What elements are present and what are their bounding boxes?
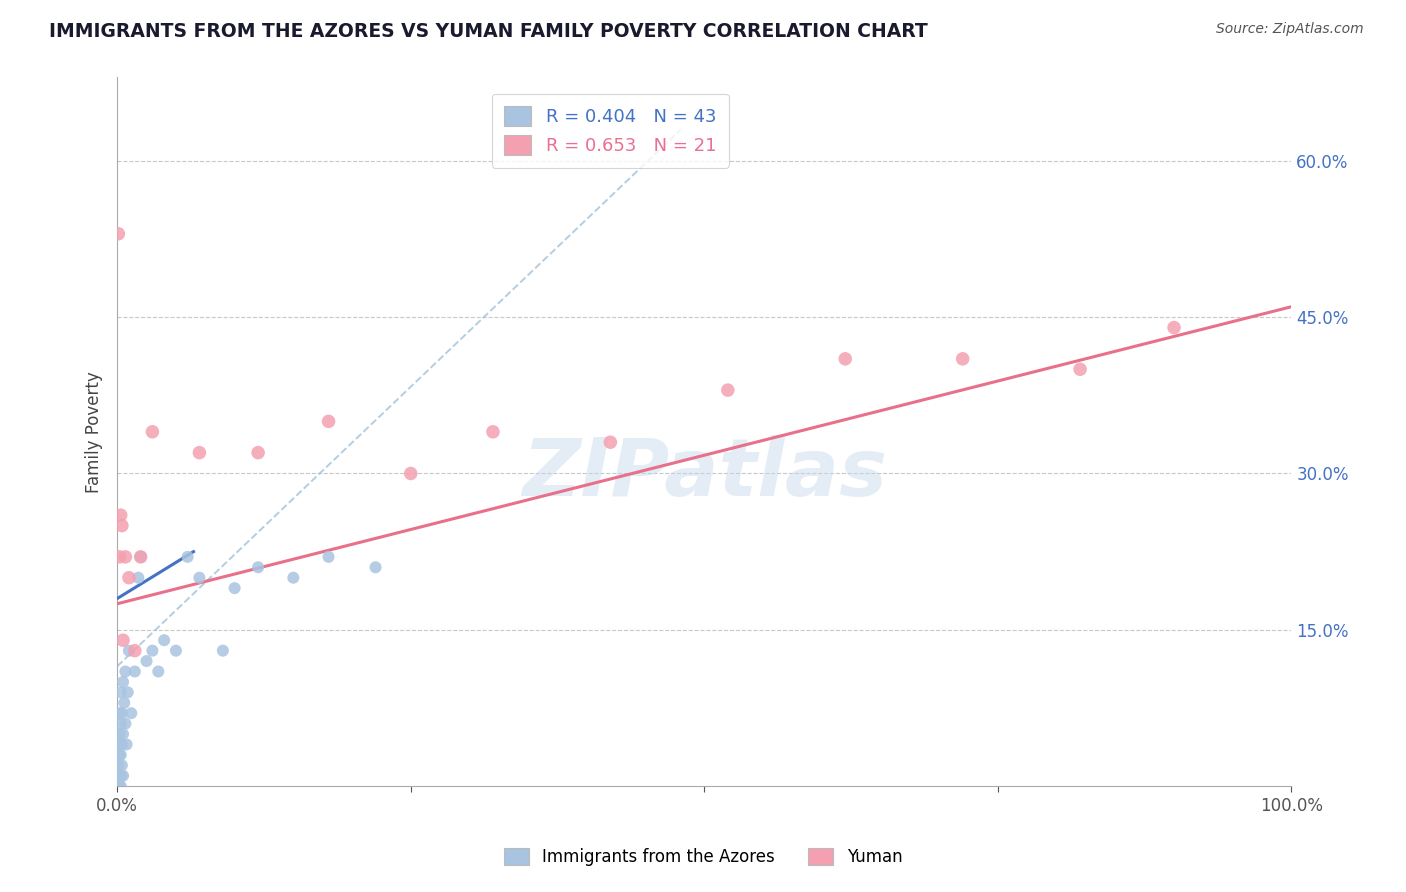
Point bbox=[318, 549, 340, 564]
Point bbox=[129, 549, 152, 564]
Legend: Immigrants from the Azores, Yuman: Immigrants from the Azores, Yuman bbox=[498, 841, 908, 873]
Point bbox=[127, 571, 149, 585]
Point bbox=[112, 727, 135, 741]
Point bbox=[108, 779, 131, 793]
Point bbox=[110, 716, 132, 731]
Legend: R = 0.404   N = 43, R = 0.653   N = 21: R = 0.404 N = 43, R = 0.653 N = 21 bbox=[492, 94, 730, 168]
Point bbox=[107, 769, 129, 783]
Point bbox=[114, 716, 136, 731]
Point bbox=[112, 674, 135, 689]
Point bbox=[111, 706, 134, 721]
Point bbox=[834, 351, 856, 366]
Point bbox=[124, 643, 146, 657]
Point bbox=[111, 518, 134, 533]
Point bbox=[108, 747, 131, 762]
Text: ZIPatlas: ZIPatlas bbox=[522, 435, 887, 513]
Point bbox=[110, 769, 132, 783]
Point bbox=[114, 549, 136, 564]
Point bbox=[112, 696, 135, 710]
Point bbox=[108, 549, 131, 564]
Text: Source: ZipAtlas.com: Source: ZipAtlas.com bbox=[1216, 22, 1364, 37]
Point bbox=[107, 758, 129, 772]
Point bbox=[153, 633, 176, 648]
Point bbox=[247, 445, 270, 459]
Text: IMMIGRANTS FROM THE AZORES VS YUMAN FAMILY POVERTY CORRELATION CHART: IMMIGRANTS FROM THE AZORES VS YUMAN FAMI… bbox=[49, 22, 928, 41]
Point bbox=[107, 738, 129, 752]
Point bbox=[599, 435, 621, 450]
Point bbox=[120, 706, 142, 721]
Point bbox=[135, 654, 157, 668]
Point bbox=[115, 738, 138, 752]
Point bbox=[108, 727, 131, 741]
Point bbox=[124, 665, 146, 679]
Point bbox=[129, 549, 152, 564]
Point bbox=[364, 560, 387, 574]
Point bbox=[176, 549, 198, 564]
Point bbox=[112, 633, 135, 648]
Point bbox=[118, 571, 141, 585]
Point bbox=[118, 643, 141, 657]
Point bbox=[111, 758, 134, 772]
Point bbox=[114, 665, 136, 679]
Point bbox=[107, 779, 129, 793]
Point bbox=[399, 467, 422, 481]
Point bbox=[1069, 362, 1091, 376]
Point bbox=[108, 769, 131, 783]
Point bbox=[952, 351, 974, 366]
Point bbox=[1163, 320, 1185, 334]
Point bbox=[112, 769, 135, 783]
Point bbox=[212, 643, 235, 657]
Point bbox=[111, 738, 134, 752]
Point bbox=[148, 665, 170, 679]
Point bbox=[110, 747, 132, 762]
Y-axis label: Family Poverty: Family Poverty bbox=[86, 371, 103, 492]
Point bbox=[482, 425, 505, 439]
Point bbox=[247, 560, 270, 574]
Point bbox=[141, 425, 163, 439]
Point bbox=[188, 445, 211, 459]
Point bbox=[283, 571, 305, 585]
Point bbox=[107, 227, 129, 241]
Point bbox=[110, 685, 132, 699]
Point bbox=[717, 383, 740, 397]
Point bbox=[110, 779, 132, 793]
Point bbox=[141, 643, 163, 657]
Point bbox=[224, 581, 246, 595]
Point bbox=[108, 706, 131, 721]
Point bbox=[110, 508, 132, 523]
Point bbox=[165, 643, 187, 657]
Point bbox=[318, 414, 340, 428]
Point bbox=[117, 685, 139, 699]
Point bbox=[188, 571, 211, 585]
